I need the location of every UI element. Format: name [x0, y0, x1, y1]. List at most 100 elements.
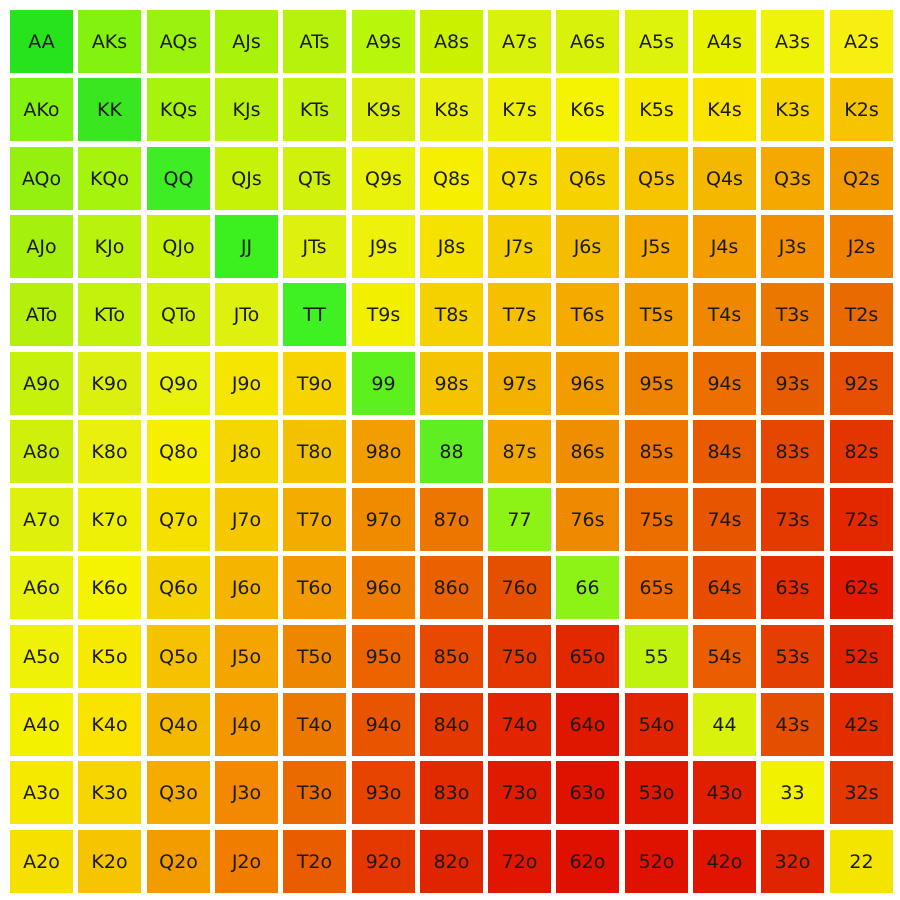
hand-cell-K7o[interactable]: K7o — [78, 488, 141, 551]
hand-cell-Q6o[interactable]: Q6o — [147, 556, 210, 619]
hand-cell-T3s[interactable]: T3s — [761, 283, 824, 346]
hand-cell-44[interactable]: 44 — [693, 693, 756, 756]
hand-cell-KTo[interactable]: KTo — [78, 283, 141, 346]
hand-cell-Q3s[interactable]: Q3s — [761, 147, 824, 210]
hand-cell-K8o[interactable]: K8o — [78, 420, 141, 483]
hand-cell-74s[interactable]: 74s — [693, 488, 756, 551]
hand-cell-J4s[interactable]: J4s — [693, 215, 756, 278]
hand-cell-TT[interactable]: TT — [283, 283, 346, 346]
hand-cell-K9o[interactable]: K9o — [78, 352, 141, 415]
hand-cell-22[interactable]: 22 — [830, 830, 893, 893]
hand-cell-33[interactable]: 33 — [761, 761, 824, 824]
hand-cell-QJo[interactable]: QJo — [147, 215, 210, 278]
hand-cell-A5o[interactable]: A5o — [10, 625, 73, 688]
hand-cell-T7s[interactable]: T7s — [488, 283, 551, 346]
hand-cell-J2s[interactable]: J2s — [830, 215, 893, 278]
hand-cell-Q9s[interactable]: Q9s — [352, 147, 415, 210]
hand-cell-A7o[interactable]: A7o — [10, 488, 73, 551]
hand-cell-73s[interactable]: 73s — [761, 488, 824, 551]
hand-cell-32o[interactable]: 32o — [761, 830, 824, 893]
hand-cell-85o[interactable]: 85o — [420, 625, 483, 688]
hand-cell-AJs[interactable]: AJs — [215, 10, 278, 73]
hand-cell-A2o[interactable]: A2o — [10, 830, 73, 893]
hand-cell-T4o[interactable]: T4o — [283, 693, 346, 756]
hand-cell-KTs[interactable]: KTs — [283, 78, 346, 141]
hand-cell-Q8o[interactable]: Q8o — [147, 420, 210, 483]
hand-cell-QTs[interactable]: QTs — [283, 147, 346, 210]
hand-cell-84s[interactable]: 84s — [693, 420, 756, 483]
hand-cell-95o[interactable]: 95o — [352, 625, 415, 688]
hand-cell-K3o[interactable]: K3o — [78, 761, 141, 824]
hand-cell-ATo[interactable]: ATo — [10, 283, 73, 346]
hand-cell-A6o[interactable]: A6o — [10, 556, 73, 619]
hand-cell-K5o[interactable]: K5o — [78, 625, 141, 688]
hand-cell-63s[interactable]: 63s — [761, 556, 824, 619]
hand-cell-Q3o[interactable]: Q3o — [147, 761, 210, 824]
hand-cell-Q5s[interactable]: Q5s — [625, 147, 688, 210]
hand-cell-63o[interactable]: 63o — [556, 761, 619, 824]
hand-cell-43o[interactable]: 43o — [693, 761, 756, 824]
hand-cell-KK[interactable]: KK — [78, 78, 141, 141]
hand-cell-T5s[interactable]: T5s — [625, 283, 688, 346]
hand-cell-66[interactable]: 66 — [556, 556, 619, 619]
hand-cell-AJo[interactable]: AJo — [10, 215, 73, 278]
hand-cell-AQs[interactable]: AQs — [147, 10, 210, 73]
hand-cell-Q2o[interactable]: Q2o — [147, 830, 210, 893]
hand-cell-T9o[interactable]: T9o — [283, 352, 346, 415]
hand-cell-A9s[interactable]: A9s — [352, 10, 415, 73]
hand-cell-J6o[interactable]: J6o — [215, 556, 278, 619]
hand-cell-J7s[interactable]: J7s — [488, 215, 551, 278]
hand-cell-85s[interactable]: 85s — [625, 420, 688, 483]
hand-cell-A9o[interactable]: A9o — [10, 352, 73, 415]
hand-cell-94o[interactable]: 94o — [352, 693, 415, 756]
hand-cell-98o[interactable]: 98o — [352, 420, 415, 483]
hand-cell-53o[interactable]: 53o — [625, 761, 688, 824]
hand-cell-62s[interactable]: 62s — [830, 556, 893, 619]
hand-cell-86o[interactable]: 86o — [420, 556, 483, 619]
hand-cell-J8o[interactable]: J8o — [215, 420, 278, 483]
hand-cell-K2o[interactable]: K2o — [78, 830, 141, 893]
hand-cell-75s[interactable]: 75s — [625, 488, 688, 551]
hand-cell-T7o[interactable]: T7o — [283, 488, 346, 551]
hand-cell-K4o[interactable]: K4o — [78, 693, 141, 756]
hand-cell-72o[interactable]: 72o — [488, 830, 551, 893]
hand-cell-K4s[interactable]: K4s — [693, 78, 756, 141]
hand-cell-K9s[interactable]: K9s — [352, 78, 415, 141]
hand-cell-74o[interactable]: 74o — [488, 693, 551, 756]
hand-cell-96s[interactable]: 96s — [556, 352, 619, 415]
hand-cell-T6s[interactable]: T6s — [556, 283, 619, 346]
hand-cell-32s[interactable]: 32s — [830, 761, 893, 824]
hand-cell-A8o[interactable]: A8o — [10, 420, 73, 483]
hand-cell-92s[interactable]: 92s — [830, 352, 893, 415]
hand-cell-J9s[interactable]: J9s — [352, 215, 415, 278]
hand-cell-94s[interactable]: 94s — [693, 352, 756, 415]
hand-cell-93s[interactable]: 93s — [761, 352, 824, 415]
hand-cell-K3s[interactable]: K3s — [761, 78, 824, 141]
hand-cell-A4s[interactable]: A4s — [693, 10, 756, 73]
hand-cell-92o[interactable]: 92o — [352, 830, 415, 893]
hand-cell-83s[interactable]: 83s — [761, 420, 824, 483]
hand-cell-K5s[interactable]: K5s — [625, 78, 688, 141]
hand-cell-93o[interactable]: 93o — [352, 761, 415, 824]
hand-cell-97s[interactable]: 97s — [488, 352, 551, 415]
hand-cell-52o[interactable]: 52o — [625, 830, 688, 893]
hand-cell-87o[interactable]: 87o — [420, 488, 483, 551]
hand-cell-77[interactable]: 77 — [488, 488, 551, 551]
hand-cell-J5o[interactable]: J5o — [215, 625, 278, 688]
hand-cell-J2o[interactable]: J2o — [215, 830, 278, 893]
hand-cell-AKo[interactable]: AKo — [10, 78, 73, 141]
hand-cell-Q5o[interactable]: Q5o — [147, 625, 210, 688]
hand-cell-88[interactable]: 88 — [420, 420, 483, 483]
hand-cell-QJs[interactable]: QJs — [215, 147, 278, 210]
hand-cell-A4o[interactable]: A4o — [10, 693, 73, 756]
hand-cell-54o[interactable]: 54o — [625, 693, 688, 756]
hand-cell-54s[interactable]: 54s — [693, 625, 756, 688]
hand-cell-K7s[interactable]: K7s — [488, 78, 551, 141]
hand-cell-T8s[interactable]: T8s — [420, 283, 483, 346]
hand-cell-A3s[interactable]: A3s — [761, 10, 824, 73]
hand-cell-K6s[interactable]: K6s — [556, 78, 619, 141]
hand-cell-T5o[interactable]: T5o — [283, 625, 346, 688]
hand-cell-42o[interactable]: 42o — [693, 830, 756, 893]
hand-cell-K6o[interactable]: K6o — [78, 556, 141, 619]
hand-cell-76o[interactable]: 76o — [488, 556, 551, 619]
